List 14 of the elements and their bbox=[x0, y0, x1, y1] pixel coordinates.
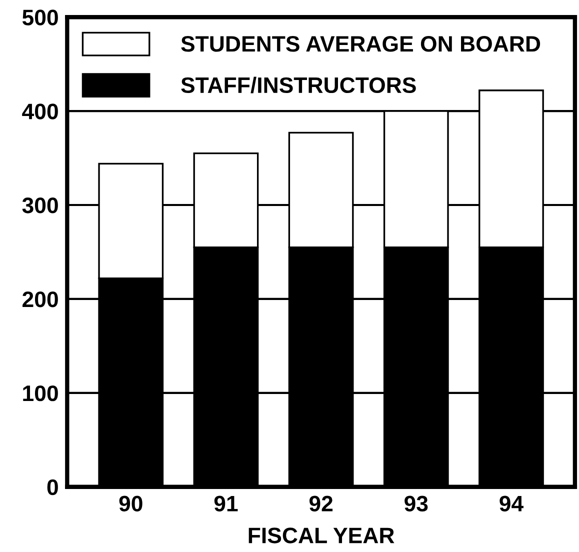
x-tick-label: 91 bbox=[214, 496, 238, 512]
y-tick-label: 0 bbox=[47, 479, 58, 496]
y-tick-label: 300 bbox=[22, 198, 58, 214]
y-tick-label: 100 bbox=[23, 385, 58, 402]
x-tick-label: 94 bbox=[500, 496, 524, 512]
legend-label: STAFF/INSTRUCTORS bbox=[181, 76, 416, 94]
y-tick-label: 200 bbox=[22, 292, 58, 308]
x-tick-label: 93 bbox=[404, 496, 428, 512]
x-tick-label: 92 bbox=[309, 496, 333, 512]
x-axis-title: FISCAL YEAR bbox=[248, 528, 394, 544]
x-tick-label: 90 bbox=[119, 496, 142, 512]
y-tick-label: 500 bbox=[22, 10, 58, 26]
legend-label: STUDENTS AVERAGE ON BOARD bbox=[181, 36, 540, 52]
y-tick-label: 400 bbox=[22, 104, 58, 120]
